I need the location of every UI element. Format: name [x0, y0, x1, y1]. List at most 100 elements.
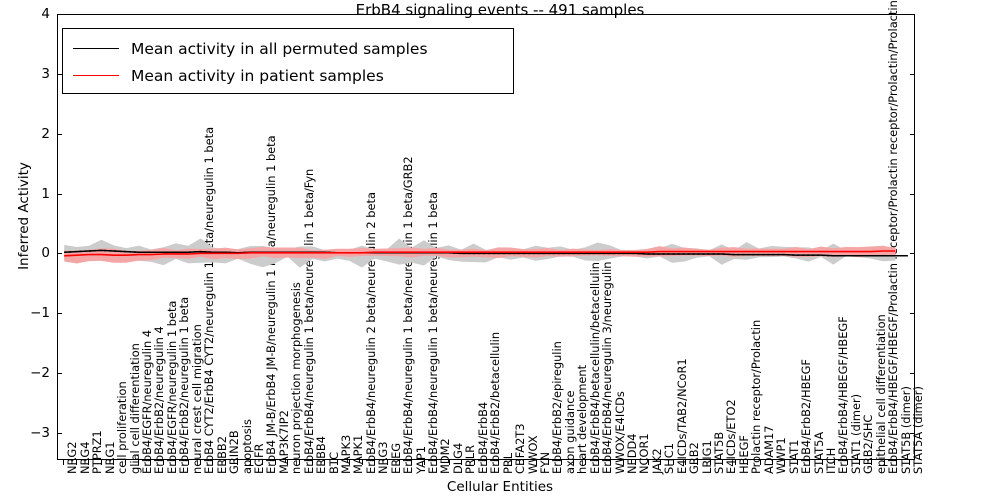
x-tick-mark: [722, 460, 724, 465]
x-tick-mark: [125, 460, 127, 465]
x-tick-mark: [274, 460, 276, 465]
x-tick-mark: [473, 460, 475, 465]
x-tick-mark: [523, 460, 525, 465]
y-tick-mark: [57, 253, 62, 255]
legend-label-patient: Mean activity in patient samples: [131, 66, 384, 85]
x-tick-mark: [908, 460, 910, 465]
x-tick-mark: [287, 460, 289, 465]
legend-label-permuted: Mean activity in all permuted samples: [131, 39, 428, 58]
x-tick-mark: [262, 460, 264, 465]
x-tick-mark: [747, 460, 749, 465]
x-tick-mark: [759, 460, 761, 465]
x-tick-mark: [684, 460, 686, 465]
x-tick-mark: [535, 460, 537, 465]
data-series-svg: [64, 238, 908, 268]
x-tick-mark: [697, 460, 699, 465]
x-tick-mark: [324, 460, 326, 465]
x-tick-mark: [237, 460, 239, 465]
x-tick-mark: [150, 460, 152, 465]
y-tick-mark-right: [910, 433, 915, 435]
x-tick-mark: [299, 460, 301, 465]
legend: Mean activity in all permuted samples Me…: [62, 28, 514, 94]
y-tick-mark-right: [910, 133, 915, 135]
x-tick-mark: [510, 460, 512, 465]
x-tick-mark: [660, 460, 662, 465]
x-tick-mark: [336, 460, 338, 465]
x-tick-mark: [834, 460, 836, 465]
x-tick-mark: [311, 460, 313, 465]
x-tick-mark: [486, 460, 487, 465]
x-tick-mark: [821, 460, 823, 465]
x-tick-mark: [498, 460, 500, 465]
x-tick-mark: [796, 460, 798, 465]
legend-line-swatch-patient: [73, 75, 119, 76]
y-tick-label: −2: [30, 365, 50, 382]
patient-confidence-band: [64, 245, 896, 264]
y-tick-mark: [57, 433, 62, 435]
x-tick-mark: [162, 460, 164, 465]
x-tick-mark: [448, 460, 450, 465]
x-tick-mark: [647, 460, 649, 465]
y-tick-label: 0: [41, 245, 50, 262]
legend-item-patient: Mean activity in patient samples: [73, 62, 503, 89]
x-tick-mark: [809, 460, 811, 465]
x-tick-mark: [137, 460, 139, 465]
y-tick-mark-right: [910, 253, 915, 255]
x-tick-mark: [411, 460, 413, 465]
y-tick-mark-right: [910, 73, 915, 75]
y-tick-mark: [57, 313, 62, 315]
x-tick-mark: [622, 460, 624, 465]
y-tick-mark: [57, 73, 62, 75]
x-tick-mark: [635, 460, 637, 465]
x-tick-mark: [672, 460, 674, 465]
x-tick-mark: [560, 460, 562, 465]
x-tick-mark: [548, 460, 550, 465]
patient-mean-line: [64, 250, 896, 257]
x-tick-mark: [361, 460, 363, 465]
x-tick-mark: [573, 460, 575, 465]
y-tick-mark-right: [910, 193, 915, 195]
legend-item-permuted: Mean activity in all permuted samples: [73, 35, 503, 62]
x-tick-mark: [349, 460, 351, 465]
x-tick-mark: [597, 460, 599, 465]
x-tick-mark: [734, 460, 736, 465]
x-axis-label: Cellular Entities: [446, 479, 554, 495]
x-tick-mark: [224, 460, 226, 465]
x-tick-mark: [772, 460, 773, 465]
x-tick-mark: [374, 460, 376, 465]
y-tick-label: 3: [41, 65, 50, 82]
x-tick-mark: [871, 460, 873, 465]
x-tick-mark: [461, 460, 463, 465]
y-tick-mark: [57, 193, 62, 195]
x-tick-mark: [249, 460, 251, 465]
y-tick-label: 4: [41, 6, 50, 22]
y-tick-label: −3: [30, 425, 50, 442]
x-tick-mark: [175, 460, 177, 465]
y-tick-label: 1: [41, 185, 50, 202]
y-tick-mark-right: [910, 313, 915, 315]
x-tick-mark: [386, 460, 388, 465]
x-tick-mark: [896, 460, 898, 465]
x-tick-mark: [63, 460, 65, 465]
y-tick-label: −1: [30, 305, 50, 322]
x-tick-mark: [883, 460, 885, 465]
x-tick-mark: [784, 460, 786, 465]
x-tick-mark: [200, 460, 201, 465]
x-tick-mark: [846, 460, 848, 465]
plot-area: [57, 14, 915, 460]
y-tick-label: 2: [41, 125, 50, 142]
x-tick-mark: [212, 460, 214, 465]
legend-line-swatch-permuted: [73, 48, 119, 49]
x-tick-mark: [709, 460, 711, 465]
x-tick-mark: [859, 460, 861, 465]
y-tick-mark: [57, 133, 62, 135]
x-tick-mark: [610, 460, 612, 465]
x-tick-mark: [187, 460, 189, 465]
x-tick-mark: [100, 460, 102, 465]
x-tick-mark: [88, 460, 90, 465]
x-tick-mark: [75, 460, 77, 465]
permuted-mean-line-dotted: [64, 249, 908, 257]
x-tick-mark: [585, 460, 587, 465]
y-tick-mark-right: [910, 373, 915, 375]
